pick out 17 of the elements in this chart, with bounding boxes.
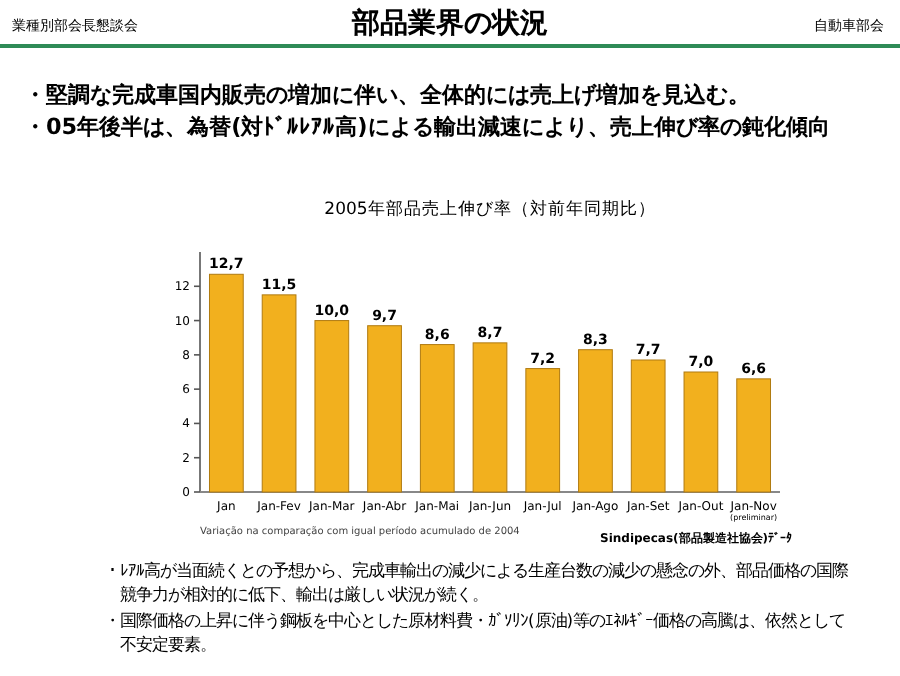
text: ・堅調な完成車国内販売の増加に伴い、全体的には売上げ増加を見込む。 [24, 80, 750, 110]
bar [314, 320, 350, 493]
text: ・国際価格の上昇に伴う鋼板を中心とした原材料費・ｶﾞｿﾘﾝ(原油)等のｴﾈﾙｷﾞｰ価格の高騰は、依然として不安定要素。 [104, 608, 848, 656]
bar [419, 344, 455, 493]
bar [208, 273, 244, 493]
bar [630, 359, 666, 493]
chart-title: 2005年部品売上伸び率（対前年同期比） [324, 198, 656, 220]
bar [525, 368, 561, 493]
bar [736, 378, 772, 493]
bar [261, 294, 297, 493]
bar [367, 325, 402, 493]
text: ・05年後半は、為替(対ﾄﾞﾙﾚｱﾙ高)による輸出減速により、売上伸び率の鈍化傾向 [24, 112, 830, 142]
bar [472, 342, 508, 493]
text: 部品業界の状況 [352, 8, 548, 40]
text: ・ﾚｱﾙ高が当面続くとの予想から、完成車輸出の減少による生産台数の減少の懸念の外、部品価格の国際競争力が相対的に低下、輸出は厳しい状況が続く。 [104, 558, 850, 606]
bar [578, 349, 613, 493]
bar [683, 371, 719, 493]
